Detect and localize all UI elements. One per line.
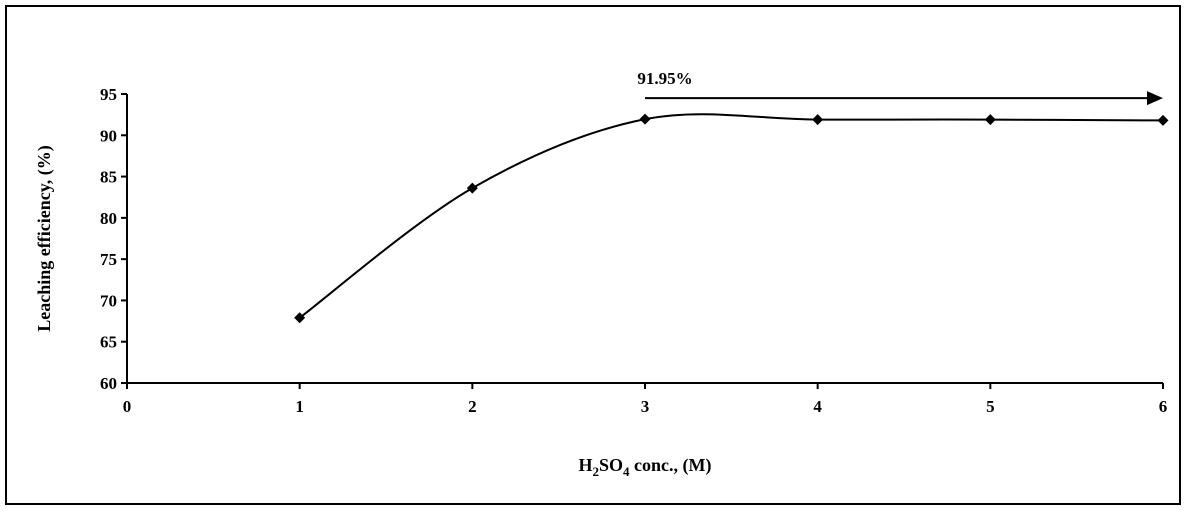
annotation-label: 91.95% xyxy=(637,69,692,88)
x-tick-label: 4 xyxy=(813,397,822,416)
series-line xyxy=(299,113,1164,319)
y-tick-label: 80 xyxy=(100,209,117,228)
y-tick-label: 60 xyxy=(100,374,117,393)
data-point-marker xyxy=(294,312,306,324)
series-markers xyxy=(294,113,1169,324)
x-tick-label: 2 xyxy=(468,397,477,416)
data-point-marker xyxy=(812,114,824,126)
x-tick-label: 6 xyxy=(1159,397,1168,416)
y-axis-title: Leaching efficiency, (%) xyxy=(34,145,55,331)
y-tick-label: 70 xyxy=(100,291,117,310)
chart-frame xyxy=(5,5,1181,505)
annotation-arrow-head xyxy=(1147,91,1163,106)
x-tick-label: 3 xyxy=(641,397,650,416)
y-tick-label: 95 xyxy=(100,85,117,104)
data-point-marker xyxy=(1157,114,1169,126)
axes xyxy=(126,94,1163,384)
x-ticks: 0 1 2 3 4 5 6 xyxy=(123,383,1168,416)
y-tick-label: 65 xyxy=(100,333,117,352)
x-tick-label: 5 xyxy=(986,397,995,416)
x-tick-label: 1 xyxy=(295,397,304,416)
data-point-marker xyxy=(466,182,478,194)
y-ticks: 60 65 70 75 80 85 90 95 xyxy=(100,85,127,393)
y-tick-label: 75 xyxy=(100,250,117,269)
y-tick-label: 85 xyxy=(100,168,117,187)
y-tick-label: 90 xyxy=(100,126,117,145)
data-point-marker xyxy=(984,114,996,126)
annotation: 91.95% xyxy=(637,69,1163,106)
x-axis-title: H2SO4 conc., (M) xyxy=(579,455,712,479)
data-point-marker xyxy=(639,113,651,125)
x-tick-label: 0 xyxy=(123,397,132,416)
